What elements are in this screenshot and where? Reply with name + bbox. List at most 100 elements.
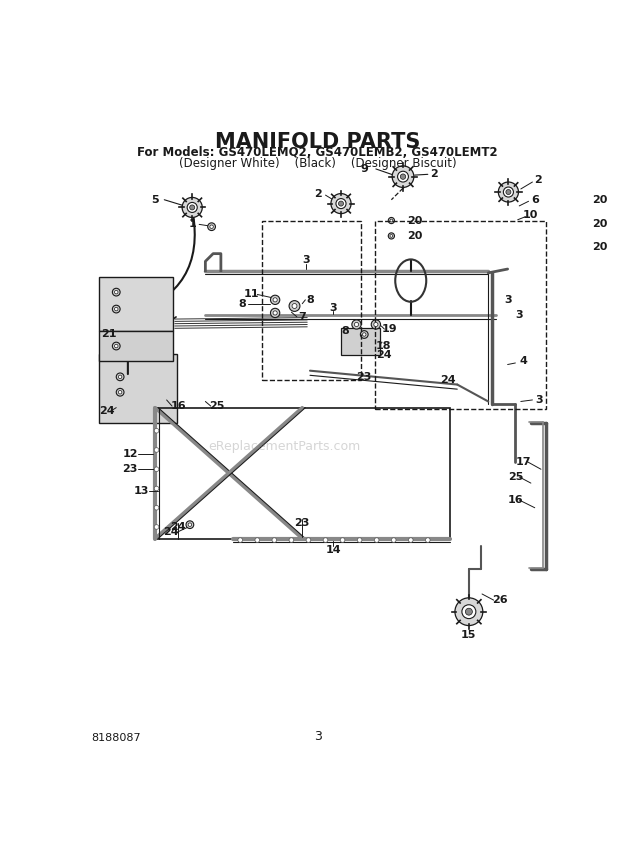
Text: 3: 3 [505, 294, 512, 305]
Circle shape [578, 245, 584, 251]
Circle shape [466, 609, 472, 615]
Circle shape [190, 205, 195, 210]
Text: 3: 3 [515, 310, 523, 320]
Text: 17: 17 [515, 456, 531, 467]
Text: 1: 1 [188, 219, 196, 229]
Circle shape [154, 448, 159, 452]
Text: 8188087: 8188087 [92, 733, 141, 743]
Text: 20: 20 [592, 219, 608, 229]
Text: eReplacementParts.com: eReplacementParts.com [208, 440, 360, 454]
Text: 8: 8 [239, 299, 247, 309]
Bar [155, 407, 450, 538]
Circle shape [115, 307, 118, 311]
Circle shape [238, 538, 242, 543]
Bar [99, 354, 177, 423]
Circle shape [352, 320, 361, 329]
Circle shape [306, 538, 311, 543]
Circle shape [117, 373, 124, 381]
Circle shape [154, 486, 159, 490]
Text: 20: 20 [407, 231, 422, 241]
Text: 19: 19 [381, 324, 397, 334]
Text: 2: 2 [534, 175, 542, 186]
Text: 3: 3 [535, 395, 542, 405]
Circle shape [187, 202, 197, 212]
Circle shape [208, 223, 216, 230]
Circle shape [210, 225, 213, 229]
Circle shape [580, 199, 583, 201]
Circle shape [182, 198, 202, 217]
Text: 7: 7 [298, 312, 306, 322]
Circle shape [115, 344, 118, 348]
Circle shape [112, 342, 120, 350]
Circle shape [270, 295, 280, 305]
Text: 24: 24 [170, 522, 186, 532]
Bar [99, 276, 173, 330]
Text: 23: 23 [356, 372, 372, 382]
Circle shape [272, 538, 277, 543]
Text: 14: 14 [326, 545, 341, 555]
Circle shape [374, 323, 378, 326]
Bar [262, 222, 361, 379]
Text: 9: 9 [360, 164, 368, 174]
Text: 26: 26 [492, 595, 508, 605]
Text: 20: 20 [407, 216, 422, 225]
Text: 4: 4 [519, 356, 527, 366]
Circle shape [154, 429, 159, 433]
Circle shape [425, 538, 430, 543]
Circle shape [115, 290, 118, 294]
Text: 16: 16 [170, 401, 186, 411]
Circle shape [391, 538, 396, 543]
Circle shape [273, 311, 277, 315]
Text: 21: 21 [100, 330, 117, 340]
Circle shape [339, 201, 343, 206]
Text: 20: 20 [592, 242, 608, 253]
Circle shape [154, 525, 159, 529]
Circle shape [340, 538, 345, 543]
Text: 5: 5 [151, 195, 159, 205]
Circle shape [392, 166, 414, 187]
Text: 24: 24 [99, 407, 115, 417]
Circle shape [388, 217, 394, 223]
Circle shape [360, 330, 368, 338]
Circle shape [390, 219, 393, 222]
Text: 13: 13 [133, 486, 149, 496]
Text: 24: 24 [162, 527, 179, 538]
Circle shape [401, 174, 405, 180]
Circle shape [118, 375, 122, 378]
Circle shape [397, 171, 409, 182]
Circle shape [390, 235, 393, 237]
Circle shape [409, 538, 413, 543]
Circle shape [578, 222, 584, 228]
Circle shape [112, 306, 120, 313]
Circle shape [118, 390, 122, 394]
Circle shape [578, 197, 584, 203]
Circle shape [154, 505, 159, 510]
Circle shape [289, 300, 300, 312]
Text: 20: 20 [592, 195, 608, 205]
Circle shape [323, 538, 328, 543]
Text: 3: 3 [329, 302, 337, 312]
Circle shape [388, 233, 394, 239]
Circle shape [112, 288, 120, 296]
Text: 8: 8 [341, 325, 348, 336]
Bar [99, 330, 173, 361]
Circle shape [289, 538, 294, 543]
Text: 6: 6 [531, 195, 539, 205]
Text: (Designer White)    (Black)    (Designer Biscuit): (Designer White) (Black) (Designer Biscu… [179, 157, 456, 169]
Circle shape [357, 538, 362, 543]
Circle shape [273, 298, 277, 302]
Text: 25: 25 [210, 401, 224, 411]
Text: 2: 2 [430, 169, 438, 179]
Circle shape [154, 467, 159, 472]
Text: 2: 2 [314, 188, 322, 199]
Circle shape [506, 189, 511, 194]
Circle shape [355, 323, 358, 326]
Text: 23: 23 [294, 518, 310, 528]
Circle shape [363, 333, 366, 336]
Text: 24: 24 [376, 350, 391, 360]
Text: 11: 11 [244, 289, 260, 300]
Circle shape [255, 538, 260, 543]
Text: 23: 23 [123, 464, 138, 474]
Circle shape [580, 223, 583, 226]
Text: 10: 10 [523, 210, 539, 220]
